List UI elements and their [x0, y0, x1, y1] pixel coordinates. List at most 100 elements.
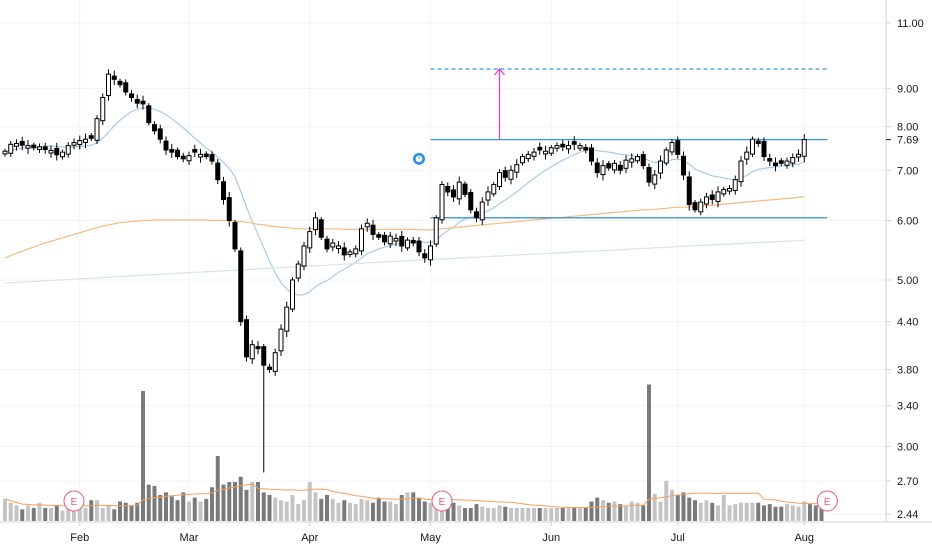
- candle-body: [784, 160, 790, 166]
- candle-body: [186, 155, 192, 162]
- volume-bar: [89, 500, 94, 521]
- volume-bar: [141, 391, 145, 521]
- volume-bar: [796, 506, 801, 521]
- volume-bar: [256, 482, 260, 521]
- candle-body: [577, 145, 583, 149]
- candle-body: [65, 145, 71, 155]
- volume-bar: [152, 485, 157, 521]
- volume-bar: [106, 505, 111, 521]
- price-tick-label: 11.00: [897, 18, 924, 30]
- time-tick-label: Aug: [794, 532, 814, 544]
- candle-body: [249, 344, 255, 360]
- candle-body: [474, 211, 479, 219]
- volume-bar: [652, 493, 657, 521]
- volume-bar: [31, 508, 36, 521]
- volume-bar: [647, 384, 651, 521]
- price-tick-label: 3.80: [897, 364, 918, 376]
- volume-bar: [273, 497, 278, 521]
- volume-bar: [233, 482, 237, 521]
- volume-bar: [721, 495, 726, 521]
- candle-body: [439, 184, 445, 221]
- candle-body: [290, 279, 295, 310]
- candle-body: [410, 239, 416, 244]
- candle-body: [215, 162, 221, 181]
- candle-body: [658, 160, 663, 174]
- candle-body: [364, 222, 370, 228]
- volume-bar: [411, 492, 416, 521]
- volume-bar: [129, 505, 134, 521]
- candle-body: [129, 93, 134, 99]
- candle-body: [589, 147, 594, 162]
- candle-body: [226, 197, 232, 222]
- candlesticks[interactable]: [2, 69, 807, 473]
- volume-bar: [313, 492, 318, 521]
- candle-body: [140, 100, 146, 105]
- candle-body: [635, 156, 640, 162]
- volume-bar: [192, 497, 197, 521]
- candle-body: [71, 142, 77, 146]
- volume-bar: [520, 508, 525, 521]
- volume-bar: [95, 500, 99, 521]
- candle-body: [330, 242, 336, 248]
- candle-body: [60, 151, 65, 158]
- candle-body: [422, 253, 428, 259]
- volume-bar: [319, 498, 324, 521]
- price-tick-label: 9.00: [897, 83, 918, 95]
- candle-body: [278, 328, 284, 352]
- moving-average-line: [4, 239, 805, 284]
- candle-body: [497, 172, 502, 188]
- volume-bar: [601, 500, 605, 521]
- candle-body: [54, 147, 60, 156]
- volume-bar: [463, 508, 467, 521]
- candle-body: [387, 235, 393, 245]
- volume-bar: [187, 501, 191, 521]
- volume-bar: [359, 498, 364, 521]
- volume-bar: [716, 505, 720, 521]
- candle-body: [767, 158, 773, 162]
- volume-bar: [624, 505, 628, 521]
- volume-bar: [376, 497, 381, 521]
- level-lines[interactable]: [430, 67, 828, 219]
- candle-body: [267, 366, 272, 370]
- candle-body: [8, 143, 14, 154]
- candle-body: [146, 105, 152, 124]
- candle-body: [393, 237, 399, 242]
- moving-averages: [4, 107, 805, 296]
- candle-body: [732, 179, 738, 191]
- volume-bar: [221, 484, 226, 521]
- earnings-marker: [431, 490, 453, 512]
- price-tick-label: 2.70: [897, 476, 918, 488]
- volume-bar: [468, 508, 473, 521]
- volume-bar: [566, 508, 571, 521]
- candle-body: [382, 234, 387, 243]
- candle-body: [313, 217, 318, 231]
- volume-bar: [72, 504, 76, 521]
- volume-bar: [14, 505, 19, 521]
- price-tick-label: 2.44: [897, 509, 918, 521]
- volume-bar: [54, 505, 59, 521]
- time-axis-labels: Feb Mar Apr May Jun Jul Aug: [70, 522, 814, 544]
- volume-bar: [422, 501, 427, 521]
- volume-bar: [365, 500, 370, 521]
- volume-bar: [49, 508, 53, 521]
- candle-body: [686, 176, 692, 206]
- volume-bar: [802, 501, 807, 521]
- candle-body: [376, 234, 382, 238]
- candle-body: [554, 145, 560, 149]
- volume-bar: [595, 497, 600, 521]
- candle-body: [301, 245, 307, 267]
- volume-bar: [756, 502, 761, 521]
- volume-bar: [353, 504, 358, 521]
- candle-body: [543, 150, 548, 155]
- price-tick-label: 6.00: [897, 216, 918, 228]
- candle-body: [600, 165, 606, 176]
- candle-body: [652, 174, 658, 185]
- volume-bars: [3, 384, 824, 521]
- candle-body: [445, 186, 451, 193]
- volume-bar: [302, 500, 306, 521]
- volume-bar: [744, 502, 749, 521]
- candle-body: [261, 346, 267, 366]
- candle-body: [502, 170, 508, 178]
